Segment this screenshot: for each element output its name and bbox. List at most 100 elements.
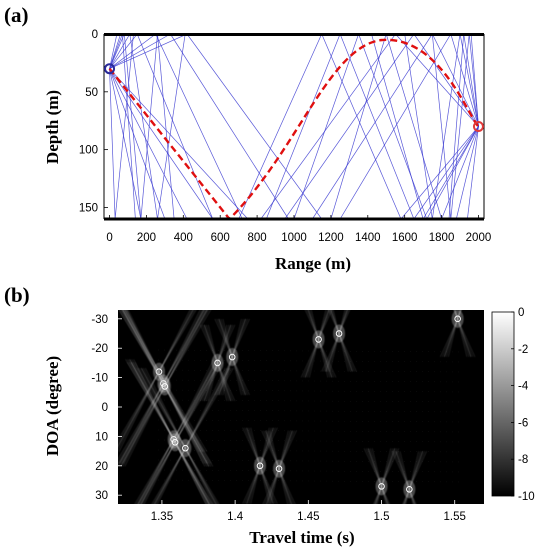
source-marker	[104, 63, 116, 75]
colorbar: 0 -2 -4 -6 -8 -10	[491, 307, 535, 503]
y-tick-label: 0	[102, 402, 108, 414]
x-tick-label: 1.4	[227, 511, 244, 523]
arrival-marker	[171, 438, 179, 446]
ray-path	[431, 34, 479, 219]
arrival-group	[261, 430, 297, 504]
x-tick-label: 400	[174, 232, 193, 244]
x-tick-label: 1.35	[151, 511, 173, 523]
heatmap-arrivals	[118, 310, 476, 504]
y-tick-label: 20	[95, 461, 108, 473]
ray-path	[109, 68, 249, 219]
x-tick-label: 800	[248, 232, 267, 244]
ray-path	[293, 34, 479, 219]
arrival-group	[118, 310, 214, 467]
x-tick-label: 1600	[392, 232, 418, 244]
x-tick-label: 2000	[466, 232, 492, 244]
panel-b-ylabel: DOA (degree)	[43, 356, 62, 456]
ray-path	[404, 34, 479, 219]
arrival-group	[440, 310, 476, 357]
arrival-peak	[403, 480, 416, 499]
ray-path	[330, 34, 479, 219]
arrival-marker	[335, 330, 343, 337]
axis-b-ticks: 1.35 1.4 1.45 1.5 1.55 -30 -20 -10 0 10 20 30	[91, 314, 466, 523]
arrival-peak	[179, 439, 192, 458]
x-tick-label: 0	[106, 232, 112, 244]
arrival-peak	[254, 456, 267, 475]
ray-path	[109, 34, 121, 69]
doa-travel-time-map: 1.35 1.4 1.45 1.5 1.55 -30 -20 -10 0 10 20 30	[91, 310, 484, 523]
ray-path	[109, 34, 136, 219]
y-tick-label: 50	[85, 87, 98, 99]
receiver-marker	[472, 121, 484, 132]
colorbar-ticks: 0 -2 -4 -6 -8 -10	[511, 307, 535, 503]
ray-path	[284, 34, 479, 219]
x-tick-label: 600	[211, 232, 230, 244]
ray-path	[109, 34, 175, 219]
arrival-group	[363, 448, 400, 504]
arrival-peak	[312, 330, 325, 349]
ray-path	[109, 34, 243, 219]
ray-path	[109, 34, 134, 219]
ray-path	[109, 68, 188, 219]
x-tick-label: 1.55	[444, 511, 466, 523]
arrival-marker	[454, 315, 461, 323]
ray-path	[109, 34, 118, 69]
heatmap-background	[118, 310, 484, 504]
x-tick-label: 1200	[318, 232, 344, 244]
ray-path	[371, 34, 479, 219]
source-receiver-markers	[104, 63, 484, 132]
eigenray-path	[108, 38, 480, 219]
panel-a-label: (a)	[4, 3, 29, 27]
ray-paths	[108, 34, 480, 219]
arrival-marker	[275, 465, 283, 473]
ray-path	[467, 126, 479, 219]
arrival-group	[214, 318, 250, 396]
colorbar-tick-label: -6	[518, 417, 528, 429]
panel-a-ylabel: Depth (m)	[43, 90, 62, 164]
ray-trace-plot: 0 200 400 600 800 1000 1200 1400 1600 1800 2000 0 50…	[79, 29, 491, 244]
y-tick-label: 150	[79, 202, 98, 214]
panel-b-label: (b)	[4, 283, 30, 307]
ray-path	[109, 34, 322, 219]
arrival-marker	[406, 486, 413, 493]
arrival-marker	[182, 444, 189, 452]
axis-a-ticks: 0 200 400 600 800 1000 1200 1400 1600 1800 2000 0 50…	[79, 29, 491, 244]
y-tick-label: 0	[92, 29, 98, 41]
arrival-marker	[228, 353, 236, 361]
arrival-peak	[375, 477, 388, 496]
x-tick-label: 1800	[429, 232, 455, 244]
x-tick-label: 1.45	[297, 511, 319, 523]
y-tick-label: -10	[91, 373, 108, 385]
arrival-group	[137, 367, 234, 504]
arrival-peak	[273, 459, 286, 478]
ray-path	[109, 68, 214, 219]
arrival-peak	[158, 377, 171, 396]
ray-path	[339, 34, 479, 219]
ray-path	[238, 34, 479, 219]
arrival-peak	[211, 353, 224, 372]
arrival-marker	[378, 483, 385, 490]
arrival-group	[300, 310, 337, 378]
colorbar-tick-label: -2	[518, 344, 528, 356]
ray-path	[109, 68, 166, 219]
x-tick-label: 1.5	[374, 511, 390, 523]
arrival-peak	[451, 310, 464, 328]
arrival-marker	[214, 359, 221, 367]
y-tick-label: -20	[91, 343, 108, 355]
panel-b-xlabel: Travel time (s)	[249, 528, 354, 547]
ray-path	[109, 34, 186, 219]
y-tick-label: 30	[95, 490, 108, 502]
ray-path	[109, 34, 214, 219]
y-tick-label: -30	[91, 314, 108, 326]
arrival-marker	[161, 383, 169, 390]
ray-path	[455, 126, 479, 219]
arrival-marker	[315, 336, 322, 343]
arrival-marker	[256, 462, 264, 470]
colorbar-tick-label: -4	[518, 381, 529, 393]
y-tick-label: 10	[95, 431, 108, 443]
colorbar-tick-label: -8	[518, 454, 528, 466]
y-tick-label: 100	[79, 145, 98, 157]
arrival-peak	[169, 433, 182, 452]
ray-path	[470, 34, 479, 127]
